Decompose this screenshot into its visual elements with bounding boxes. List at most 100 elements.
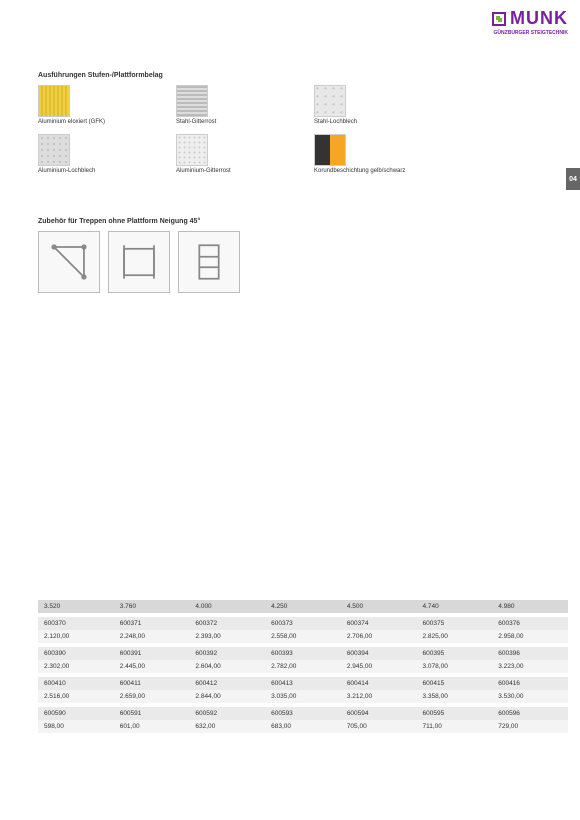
table-header-cell: 4.250 <box>265 600 341 613</box>
price-cell: 3.035,00 <box>265 690 341 703</box>
product-code-cell: 600376 <box>492 617 568 630</box>
tread-finishes-section: Ausführungen Stufen-/Plattformbelag Alum… <box>38 72 444 183</box>
product-code-cell: 600373 <box>265 617 341 630</box>
brand-tagline: GÜNZBURGER STEIGTECHNIK <box>492 30 568 36</box>
header: MUNK GÜNZBURGER STEIGTECHNIK <box>492 8 568 36</box>
swatch-item: Stahl-Gitterrost <box>176 85 306 126</box>
product-code-cell: 600390 <box>38 647 114 660</box>
accessory-railing <box>178 231 240 293</box>
price-cell: 3.223,00 <box>492 660 568 673</box>
price-cell: 2.248,00 <box>114 630 190 643</box>
swatch-label: Aluminium eloxiert (GFK) <box>38 119 105 126</box>
price-cell: 2.844,00 <box>189 690 265 703</box>
swatch-row-2: Aluminium-Lochblech Aluminium-Gitterrost K… <box>38 134 444 175</box>
price-cell: 2.445,00 <box>114 660 190 673</box>
brand-logo: MUNK <box>492 8 568 29</box>
price-cell: 2.945,00 <box>341 660 417 673</box>
page-number-tab: 04 <box>566 168 580 190</box>
swatch-label: Stahl-Lochblech <box>314 119 357 126</box>
product-code-cell: 600596 <box>492 707 568 720</box>
product-code-cell: 600410 <box>38 677 114 690</box>
product-code-cell: 600391 <box>114 647 190 660</box>
price-cell: 2.393,00 <box>189 630 265 643</box>
product-code-cell: 600592 <box>189 707 265 720</box>
product-code-cell: 600416 <box>492 677 568 690</box>
price-cell: 2.706,00 <box>341 630 417 643</box>
product-code-cell: 600591 <box>114 707 190 720</box>
swatch-icon <box>38 85 70 117</box>
product-code-cell: 600374 <box>341 617 417 630</box>
product-code-cell: 600395 <box>417 647 493 660</box>
price-cell: 2.659,00 <box>114 690 190 703</box>
price-cell: 2.558,00 <box>265 630 341 643</box>
price-cell: 3.078,00 <box>417 660 493 673</box>
swatch-label: Korundbeschichtung gelb/schwarz <box>314 168 405 175</box>
table-header-cell: 3.520 <box>38 600 114 613</box>
swatch-item: Aluminium-Gitterrost <box>176 134 306 175</box>
pricing-tables: 3.5203.7604.0004.2504.5004.7404.980 6003… <box>38 600 568 737</box>
swatch-icon <box>38 134 70 166</box>
accessory-hook <box>108 231 170 293</box>
product-code-cell: 600413 <box>265 677 341 690</box>
product-code-cell: 600371 <box>114 617 190 630</box>
product-code-cell: 600372 <box>189 617 265 630</box>
product-group-table: 6005906005916005926005936005946005956005… <box>38 707 568 733</box>
logo-icon <box>492 12 506 26</box>
table-header-cell: 4.740 <box>417 600 493 613</box>
product-code-cell: 600594 <box>341 707 417 720</box>
product-code-cell: 600593 <box>265 707 341 720</box>
product-code-cell: 600393 <box>265 647 341 660</box>
price-cell: 729,00 <box>492 720 568 733</box>
price-cell: 2.516,00 <box>38 690 114 703</box>
table-header-cell: 3.760 <box>114 600 190 613</box>
product-code-cell: 600411 <box>114 677 190 690</box>
price-cell: 2.825,00 <box>417 630 493 643</box>
product-code-cell: 600370 <box>38 617 114 630</box>
product-code-cell: 600394 <box>341 647 417 660</box>
price-cell: 632,00 <box>189 720 265 733</box>
dimension-header-table: 3.5203.7604.0004.2504.5004.7404.980 <box>38 600 568 613</box>
section-title: Zubehör für Treppen ohne Plattform Neigu… <box>38 218 240 225</box>
price-cell: 2.302,00 <box>38 660 114 673</box>
price-cell: 598,00 <box>38 720 114 733</box>
product-code-cell: 600590 <box>38 707 114 720</box>
swatch-label: Aluminium-Lochblech <box>38 168 95 175</box>
product-group-table: 6003706003716003726003736003746003756003… <box>38 617 568 643</box>
product-group-table: 6003906003916003926003936003946003956003… <box>38 647 568 673</box>
price-cell: 2.782,00 <box>265 660 341 673</box>
section-title: Ausführungen Stufen-/Plattformbelag <box>38 72 444 79</box>
swatch-row-1: Aluminium eloxiert (GFK) Stahl-Gitterrost… <box>38 85 444 126</box>
accessory-row <box>38 231 240 293</box>
product-code-cell: 600415 <box>417 677 493 690</box>
product-code-cell: 600392 <box>189 647 265 660</box>
price-cell: 3.212,00 <box>341 690 417 703</box>
price-cell: 3.358,00 <box>417 690 493 703</box>
swatch-item: Aluminium eloxiert (GFK) <box>38 85 168 126</box>
swatch-label: Aluminium-Gitterrost <box>176 168 231 175</box>
swatch-icon <box>176 85 208 117</box>
swatch-icon <box>314 85 346 117</box>
product-code-cell: 600414 <box>341 677 417 690</box>
product-group-table: 6004106004116004126004136004146004156004… <box>38 677 568 703</box>
product-code-cell: 600396 <box>492 647 568 660</box>
price-cell: 683,00 <box>265 720 341 733</box>
swatch-item: Aluminium-Lochblech <box>38 134 168 175</box>
swatch-icon <box>176 134 208 166</box>
table-header-cell: 4.500 <box>341 600 417 613</box>
accessories-section: Zubehör für Treppen ohne Plattform Neigu… <box>38 218 240 293</box>
price-cell: 711,00 <box>417 720 493 733</box>
swatch-item: Korundbeschichtung gelb/schwarz <box>314 134 444 175</box>
table-header-cell: 4.000 <box>189 600 265 613</box>
product-code-cell: 600412 <box>189 677 265 690</box>
price-cell: 2.120,00 <box>38 630 114 643</box>
product-code-cell: 600595 <box>417 707 493 720</box>
swatch-icon <box>314 134 346 166</box>
price-cell: 3.530,00 <box>492 690 568 703</box>
price-cell: 705,00 <box>341 720 417 733</box>
price-cell: 2.604,00 <box>189 660 265 673</box>
swatch-item: Stahl-Lochblech <box>314 85 444 126</box>
swatch-label: Stahl-Gitterrost <box>176 119 216 126</box>
accessory-bracket <box>38 231 100 293</box>
product-code-cell: 600375 <box>417 617 493 630</box>
brand-name: MUNK <box>510 8 568 29</box>
